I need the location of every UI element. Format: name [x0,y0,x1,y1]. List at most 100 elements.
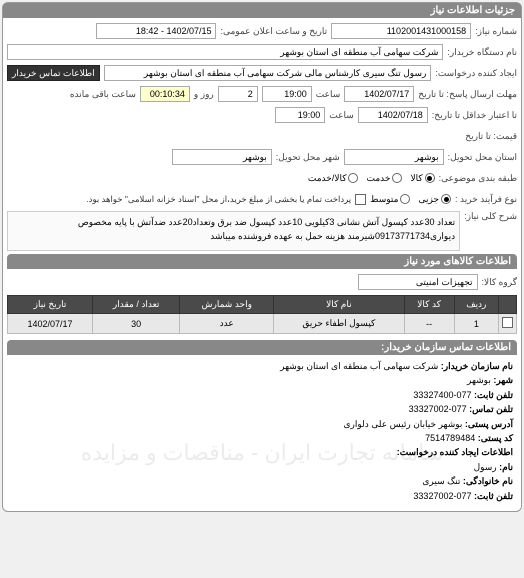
group-field: تجهیزات امنیتی [358,274,478,290]
respond-time: 19:00 [262,86,312,102]
rphone-label: تلفن ثابت: [474,491,513,501]
radio-jozi-label: جزیی [418,194,439,205]
saat-label-1: ساعت [316,89,341,100]
contact-city-row: شهر: بوشهر [11,373,513,387]
row-checkbox[interactable] [502,317,513,328]
row-respond: مهلت ارسال پاسخ: تا تاریخ 1402/07/17 ساع… [7,85,517,103]
row-supply: نوع فرآیند خرید : جزیی متوسط پرداخت تمام… [7,190,517,208]
rinfo-label: اطلاعات ایجاد کننده درخواست: [397,447,513,457]
cpost-label: کد پستی: [478,433,513,443]
payment-note: پرداخت تمام یا بخشی از مبلغ خرید،از محل … [86,194,351,205]
province-field: بوشهر [344,149,444,165]
row-buyer: نام دستگاه خریدار: شرکت سهامی آب منطقه ا… [7,43,517,61]
radio-kala-label: کالا [410,173,422,184]
lname-value: تنگ سیری [422,476,460,486]
fname-label: نام: [499,462,513,472]
contact-org-row: نام سازمان خریدار: شرکت سهامی آب منطقه ا… [11,359,513,373]
cphone-value: 077-33327400 [413,390,471,400]
desc-label: شرح کلی نیاز: [464,211,517,222]
requester-label: ایجاد کننده درخواست: [435,68,517,79]
row-requester: ایجاد کننده درخواست: رسول تنگ سیری کارشن… [7,64,517,82]
baghi-label: ساعت باقی مانده [70,89,136,100]
credit-time: 19:00 [275,107,325,123]
announce-label: تاریخ و ساعت اعلان عمومی: [220,26,327,37]
payment-checkbox[interactable] [355,194,366,205]
lname-label: نام خانوادگی: [463,476,513,486]
respond-date: 1402/07/17 [344,86,414,102]
col-date: تاریخ نیاز [8,296,93,314]
items-header: اطلاعات کالاهای مورد نیاز [7,254,517,269]
row-credit: تا اعتبار خداقل تا تاریخ: 1402/07/18 ساع… [7,106,517,124]
details-panel: جزئیات اطلاعات نیاز شماره نیاز: 11020014… [2,2,522,512]
radio-motavaset-label: متوسط [370,194,398,205]
contact-section: نام سازمان خریدار: شرکت سهامی آب منطقه ا… [7,355,517,507]
radio-dot-icon [441,194,451,204]
price-label: قیمت: تا تاریخ [465,131,517,142]
radio-dot-icon [348,173,358,183]
buyer-label: نام دستگاه خریدار: [447,47,517,58]
buyer-contact-button[interactable]: اطلاعات تماس خریدار [7,65,100,81]
cpost-value: 7514789484 [425,433,475,443]
radio-kala[interactable]: کالا [410,173,434,184]
contact-lname-row: نام خانوادگی: تنگ سیری [11,474,513,488]
city-field: بوشهر [172,149,272,165]
contact-header: اطلاعات تماس سازمان خریدار: [7,340,517,355]
respond-label: مهلت ارسال پاسخ: تا تاریخ [418,89,517,100]
requester-field: رسول تنگ سیری کارشناس مالی شرکت سهامی آب… [104,65,432,81]
ccity-label: شهر: [493,375,513,385]
saat-label-2: ساعت [329,110,354,121]
radio-dot-icon [400,194,410,204]
row-group: گروه کالا: تجهیزات امنیتی [7,273,517,291]
desc-field: تعداد 30عدد کپسول آتش نشانی 3کیلویی 10عد… [7,211,460,251]
contact-rphone-row: تلفن ثابت: 077-33327002 [11,489,513,503]
credit-label: تا اعتبار خداقل تا تاریخ: [432,110,517,121]
supply-label: نوع فرآیند خرید : [455,194,517,205]
need-number-label: شماره نیاز: [475,26,517,37]
row-desc: شرح کلی نیاز: تعداد 30عدد کپسول آتش نشان… [7,211,517,251]
remain-days: 2 [218,86,258,102]
radio-dot-icon [392,173,402,183]
cell-unit: عدد [180,314,274,334]
radio-both-label: کالا/خدمت [308,173,347,184]
contact-phone-row: تلفن ثابت: 077-33327400 [11,388,513,402]
row-need-number: شماره نیاز: 1102001431000158 تاریخ و ساع… [7,22,517,40]
cell-name: کپسول اطفاء حریق [274,314,404,334]
col-checkbox [499,296,517,314]
cell-idx: 1 [454,314,498,334]
col-unit: واحد شمارش [180,296,274,314]
radio-motavaset[interactable]: متوسط [370,194,410,205]
radio-jozi[interactable]: جزیی [418,194,451,205]
radio-both[interactable]: کالا/خدمت [308,173,359,184]
group-label: گروه کالا: [482,277,517,288]
city-label: شهر محل تحویل: [276,152,340,163]
ccity-value: بوشهر [467,375,491,385]
requester-info-header: اطلاعات ایجاد کننده درخواست: [11,445,513,459]
cphone-label: تلفن ثابت: [474,390,513,400]
need-number-field: 1102001431000158 [331,23,471,39]
buyer-field: شرکت سهامی آب منطقه ای استان بوشهر [7,44,443,60]
contact-address-row: آدرس پستی: بوشهر خیابان رئیس علی دلواری [11,417,513,431]
radio-khedmat[interactable]: خدمت [366,173,402,184]
radio-dot-icon [425,173,435,183]
scope-radio-group: کالا خدمت کالا/خدمت [308,173,435,184]
col-name: نام کالا [274,296,404,314]
row-checkbox-cell[interactable] [499,314,517,334]
rphone-value: 077-33327002 [413,491,471,501]
table-row[interactable]: 1 -- کپسول اطفاء حریق عدد 30 1402/07/17 [8,314,517,334]
row-scope: طبقه بندی موضوعی: کالا خدمت کالا/خدمت [7,169,517,187]
fname-value: رسول [474,462,497,472]
scope-label: طبقه بندی موضوعی: [439,173,517,184]
contact-postal-row: کد پستی: 7514789484 [11,431,513,445]
contact-fax-row: تلفن تماس: 077-33327002 [11,402,513,416]
caddr-label: آدرس پستی: [465,419,513,429]
panel-title: جزئیات اطلاعات نیاز [3,3,521,18]
radio-khedmat-label: خدمت [366,173,390,184]
cell-code: -- [404,314,454,334]
announce-field: 1402/07/15 - 18:42 [96,23,216,39]
caddr-value: بوشهر خیابان رئیس علی دلواری [344,419,463,429]
supply-radio-group: جزیی متوسط [370,194,451,205]
remain-time: 00:10:34 [140,86,190,102]
cell-date: 1402/07/17 [8,314,93,334]
col-row: ردیف [454,296,498,314]
col-code: کد کالا [404,296,454,314]
